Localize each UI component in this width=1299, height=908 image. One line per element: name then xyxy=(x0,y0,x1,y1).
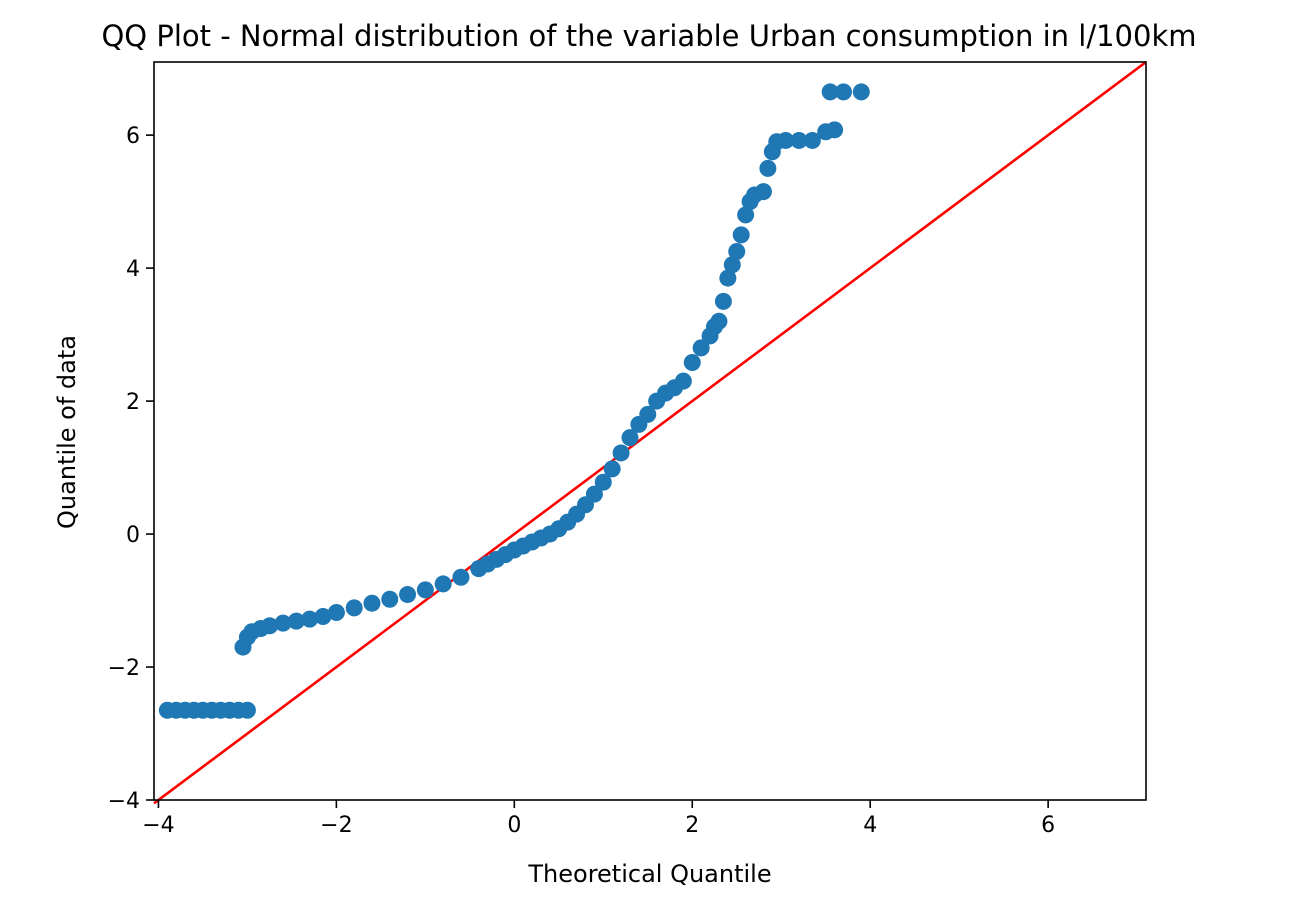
x-tick-label: 4 xyxy=(863,813,877,838)
data-point xyxy=(821,83,839,101)
data-points-layer xyxy=(158,83,870,719)
x-tick-label: 6 xyxy=(1041,813,1055,838)
data-point xyxy=(399,586,417,604)
data-point xyxy=(723,256,741,274)
data-point xyxy=(274,614,292,632)
data-point xyxy=(683,354,701,372)
x-tick-label: 0 xyxy=(507,813,521,838)
data-point xyxy=(363,594,381,612)
data-point xyxy=(835,83,853,101)
data-point xyxy=(603,460,621,478)
data-point xyxy=(261,617,279,635)
data-point xyxy=(790,131,808,149)
x-axis-label: Theoretical Quantile xyxy=(527,860,771,888)
data-point xyxy=(737,206,755,224)
data-point xyxy=(416,581,434,599)
y-axis-ticks: −4 −2 0 2 4 6 xyxy=(108,124,154,814)
data-point xyxy=(585,485,603,503)
data-point xyxy=(826,121,844,139)
data-point xyxy=(381,590,399,608)
x-tick-label: −4 xyxy=(142,813,174,838)
y-tick-label: −4 xyxy=(108,789,140,814)
chart-title: QQ Plot - Normal distribution of the var… xyxy=(101,19,1196,53)
data-point xyxy=(759,159,777,177)
reference-line xyxy=(153,60,1147,805)
reference-line-layer xyxy=(153,60,1147,805)
data-point xyxy=(674,372,692,390)
data-point xyxy=(452,568,470,586)
data-point xyxy=(594,473,612,491)
data-point xyxy=(728,242,746,260)
data-point xyxy=(719,269,737,287)
data-point xyxy=(710,312,728,330)
y-tick-label: 4 xyxy=(126,257,140,282)
data-point xyxy=(621,429,639,447)
x-tick-label: −2 xyxy=(320,813,352,838)
y-tick-label: −2 xyxy=(108,656,140,681)
data-point xyxy=(238,701,256,719)
data-point xyxy=(714,292,732,310)
data-point xyxy=(287,612,305,630)
data-point xyxy=(803,131,821,149)
data-point xyxy=(754,183,772,201)
y-tick-label: 0 xyxy=(126,523,140,548)
data-point xyxy=(692,339,710,357)
y-tick-label: 6 xyxy=(126,124,140,149)
data-point xyxy=(852,83,870,101)
y-tick-label: 2 xyxy=(126,390,140,415)
data-point xyxy=(612,444,630,462)
data-point xyxy=(327,604,345,622)
plot-frame xyxy=(153,61,1147,801)
data-point xyxy=(639,405,657,423)
data-point xyxy=(314,607,332,625)
data-point xyxy=(345,599,363,617)
data-point xyxy=(301,610,319,628)
x-axis-ticks: −4 −2 0 2 4 6 xyxy=(142,800,1055,838)
x-tick-label: 2 xyxy=(685,813,699,838)
data-point xyxy=(732,226,750,244)
data-point xyxy=(777,131,795,149)
y-axis-label: Quantile of data xyxy=(53,335,81,529)
data-point xyxy=(434,575,452,593)
